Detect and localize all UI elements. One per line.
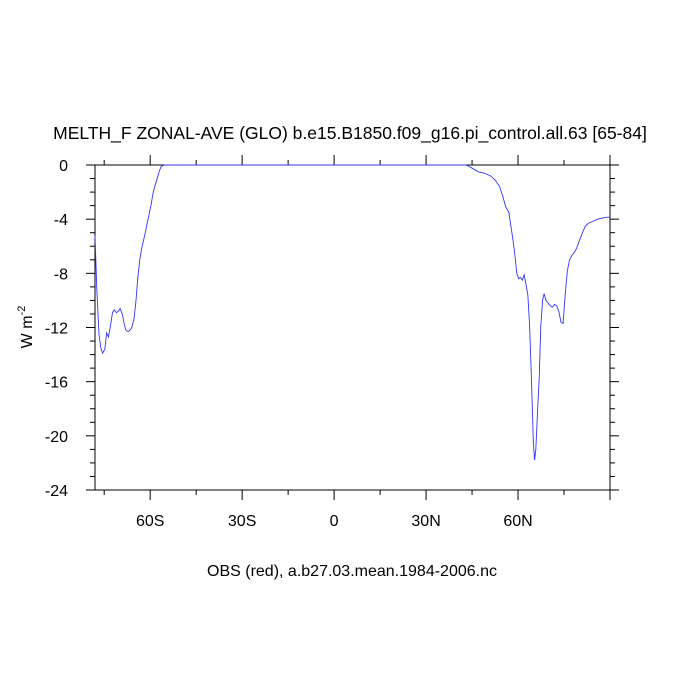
plot-frame [94,164,611,491]
x-tick-label: 30S [228,513,256,530]
x-tick-label: 60S [136,513,164,530]
x-tick-label: 60N [503,513,532,530]
series-group [94,164,610,461]
x-tick-label: 0 [330,513,339,530]
y-tick-label: -8 [54,266,68,283]
y-tick-label: 0 [59,158,68,175]
y-axis-label-unit: W m [19,315,36,348]
y-tick-label: -16 [45,375,68,392]
chart-title: MELTH_F ZONAL-AVE (GLO) b.e15.B1850.f09_… [53,123,647,144]
y-tick-label: -4 [54,212,68,229]
x-axis-label: OBS (red), a.b27.03.mean.1984-2006.nc [207,563,497,580]
y-axis-label: W m-2 [16,306,36,349]
plot-area: 60S 30S 0 30N 60N 0 -4 -8 -12 -16 -20 -24 [45,155,619,530]
y-axis: 0 -4 -8 -12 -16 -20 -24 [45,158,619,500]
y-tick-label: -12 [45,321,68,338]
x-axis: 60S 30S 0 30N 60N [103,155,611,530]
y-tick-label: -24 [45,483,68,500]
y-axis-label-exponent: -2 [16,306,28,316]
x-tick-label: 30N [411,513,440,530]
y-tick-label: -20 [45,429,68,446]
series-line [94,164,610,461]
